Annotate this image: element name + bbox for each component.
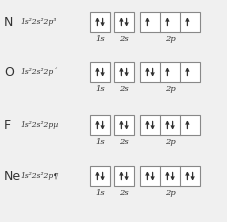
Bar xyxy=(140,115,200,135)
Bar xyxy=(114,115,134,135)
Text: N: N xyxy=(4,16,13,28)
Bar xyxy=(90,62,110,82)
Bar xyxy=(114,12,134,32)
Text: 2s: 2s xyxy=(119,189,129,197)
Text: 2p: 2p xyxy=(165,35,175,43)
Text: F: F xyxy=(4,119,11,131)
Text: 2p: 2p xyxy=(165,189,175,197)
Bar xyxy=(90,12,110,32)
Text: 1s: 1s xyxy=(95,138,105,146)
Text: 2s: 2s xyxy=(119,138,129,146)
Text: 1s: 1s xyxy=(95,85,105,93)
Text: O: O xyxy=(4,65,14,79)
Text: 2s: 2s xyxy=(119,35,129,43)
Bar xyxy=(114,166,134,186)
Bar xyxy=(140,166,200,186)
Text: 1s²2s²2p¶: 1s²2s²2p¶ xyxy=(20,172,58,180)
Text: 1s²2s²2p´: 1s²2s²2p´ xyxy=(20,68,57,76)
Text: 2s: 2s xyxy=(119,85,129,93)
Text: 2p: 2p xyxy=(165,85,175,93)
Text: 1s: 1s xyxy=(95,35,105,43)
Bar xyxy=(140,12,200,32)
Bar xyxy=(90,166,110,186)
Bar xyxy=(114,62,134,82)
Bar xyxy=(90,115,110,135)
Bar xyxy=(140,62,200,82)
Text: 2p: 2p xyxy=(165,138,175,146)
Text: Ne: Ne xyxy=(4,170,21,182)
Text: 1s²2s²2pµ: 1s²2s²2pµ xyxy=(20,121,58,129)
Text: 1s: 1s xyxy=(95,189,105,197)
Text: 1s²2s²2p³: 1s²2s²2p³ xyxy=(20,18,56,26)
